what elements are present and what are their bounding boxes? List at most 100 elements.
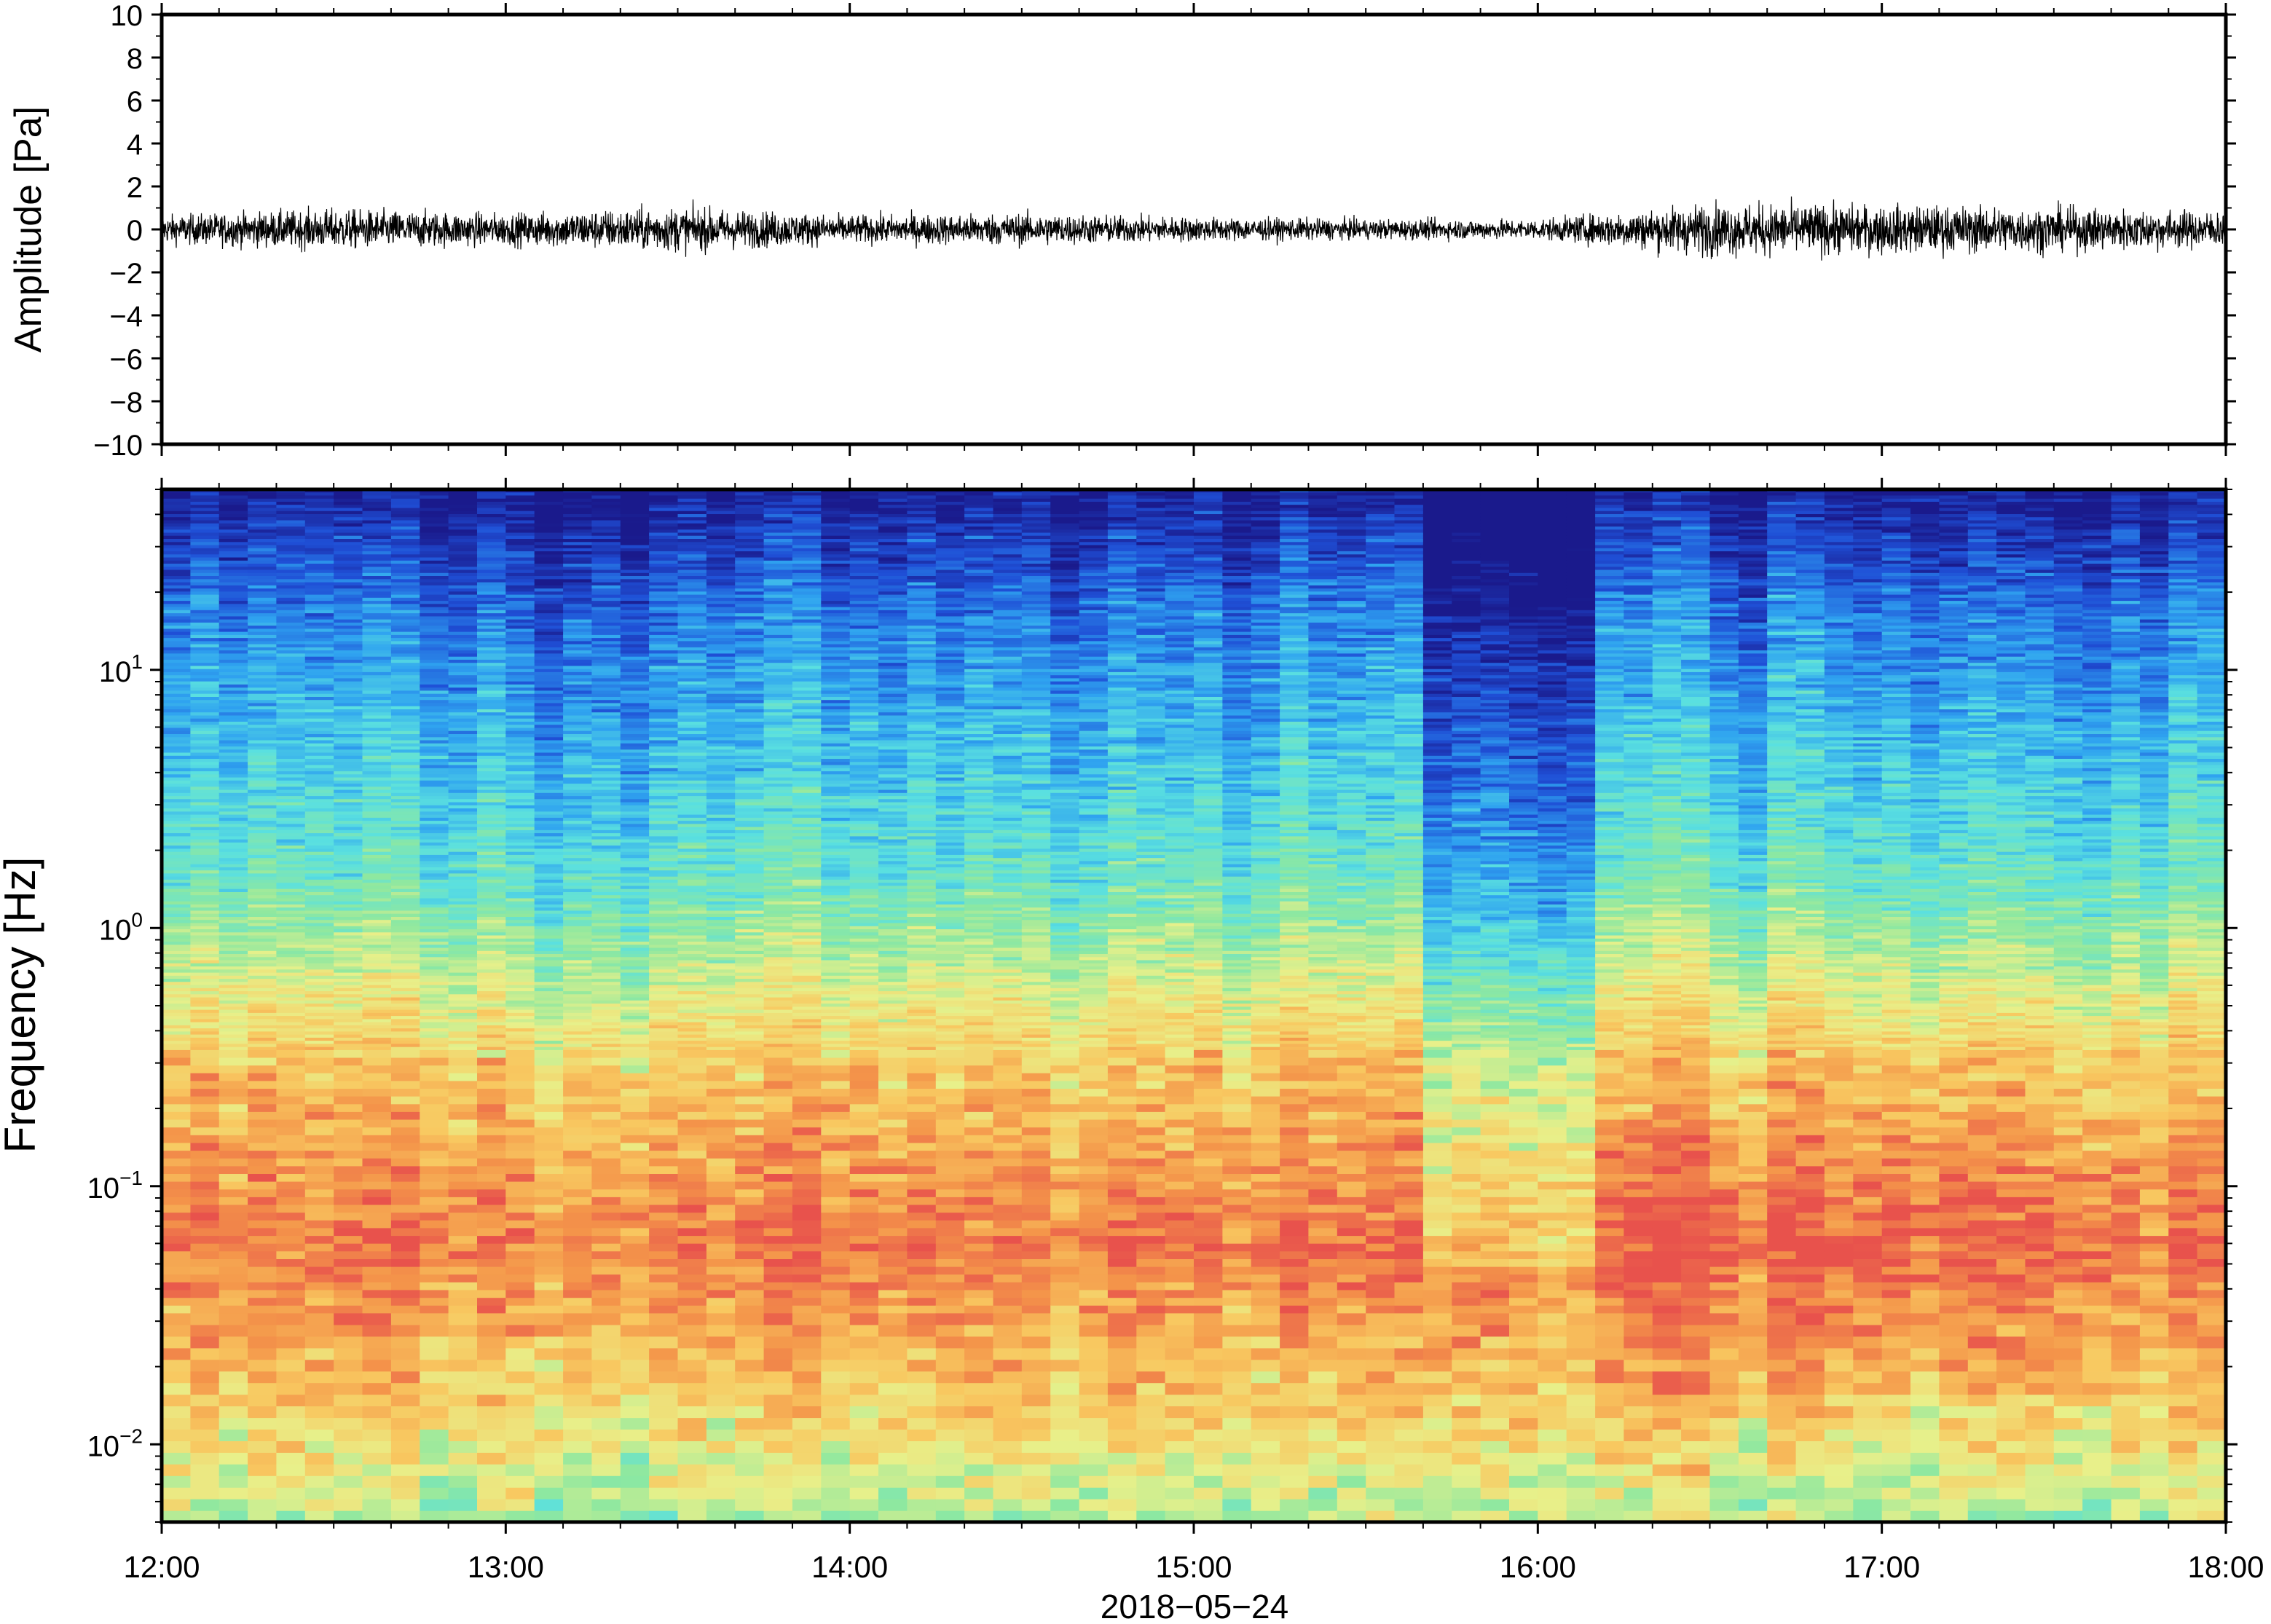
spectrogram-cell xyxy=(563,801,593,805)
spectrogram-cell xyxy=(304,938,334,942)
spectrogram-cell xyxy=(534,770,564,775)
spectrogram-cell xyxy=(219,494,248,499)
spectrogram-cell xyxy=(563,1274,593,1282)
spectrogram-cell xyxy=(505,776,535,781)
spectrogram-cell xyxy=(677,1030,707,1035)
spectrogram-cell xyxy=(477,674,506,679)
spectrogram-cell xyxy=(505,733,535,738)
spectrogram-cell xyxy=(248,1022,278,1025)
spectrogram-cell xyxy=(620,1499,650,1511)
spectrogram-cell xyxy=(390,1088,420,1097)
spectrogram-cell xyxy=(735,1034,765,1038)
spectrogram-cell xyxy=(448,665,478,669)
spectrogram-cell xyxy=(563,612,593,617)
spectrogram-cell xyxy=(248,523,278,527)
spectrogram-cell xyxy=(334,870,363,874)
spectrogram-cell xyxy=(219,615,248,620)
spectrogram-cell xyxy=(534,801,564,805)
spectrogram-cell xyxy=(477,504,506,508)
spectrogram-cell xyxy=(448,1111,478,1120)
spectrogram-cell xyxy=(563,690,593,694)
spectrogram-cell xyxy=(534,1043,564,1047)
spectrogram-cell xyxy=(420,706,449,709)
spectrogram-cell xyxy=(420,572,449,576)
spectrogram-cell xyxy=(477,1227,506,1237)
spectrogram-cell xyxy=(563,1243,593,1252)
spectrogram-cell xyxy=(620,1464,650,1476)
spectrogram-cell xyxy=(190,1181,220,1190)
spectrogram-cell xyxy=(334,606,363,610)
spectrogram-cell xyxy=(162,610,191,614)
spectrogram-cell xyxy=(190,749,220,753)
spectrogram-cell xyxy=(563,870,593,874)
spectrogram-cell xyxy=(362,640,392,645)
spectrogram-cell xyxy=(706,894,736,899)
spectrogram-cell xyxy=(362,556,392,561)
spectrogram-cell xyxy=(390,950,420,954)
spectrogram-cell xyxy=(334,634,363,639)
spectrogram-cell xyxy=(563,1096,593,1105)
spectrogram-cell xyxy=(190,1040,220,1044)
spectrogram-cell xyxy=(334,950,363,954)
spectrogram-cell xyxy=(505,966,535,970)
spectrogram-cell xyxy=(304,817,334,821)
spectrogram-cell xyxy=(248,823,278,827)
spectrogram-cell xyxy=(390,677,420,682)
spectrogram-cell xyxy=(477,882,506,886)
spectrogram-cell xyxy=(477,653,506,657)
spectrogram-cell xyxy=(477,1127,506,1135)
spectrogram-cell xyxy=(190,996,220,1001)
spectrogram-cell xyxy=(219,1012,248,1017)
spectrogram-cell xyxy=(505,631,535,635)
spectrogram-cell xyxy=(706,659,736,663)
spectrogram-cell xyxy=(534,548,564,551)
spectrogram-cell xyxy=(190,690,220,694)
spectrogram-cell xyxy=(219,854,248,859)
spectrogram-cell xyxy=(219,553,248,558)
spectrogram-cell xyxy=(620,752,650,756)
spectrogram-cell xyxy=(563,1003,593,1007)
spectrogram-cell xyxy=(390,789,420,793)
spectrogram-cell xyxy=(390,1003,420,1007)
spectrogram-cell xyxy=(420,492,449,496)
spectrogram-cell xyxy=(505,817,535,821)
spectrogram-cell xyxy=(477,768,506,772)
spectrogram-cell xyxy=(477,795,506,800)
spectrogram-cell xyxy=(677,922,707,926)
spectrogram-cell xyxy=(534,860,564,864)
spectrogram-cell xyxy=(248,712,278,716)
spectrogram-cell xyxy=(334,929,363,933)
spectrogram-cell xyxy=(477,827,506,830)
spectrogram-cell xyxy=(390,1018,420,1022)
spectrogram-cell xyxy=(362,1009,392,1013)
spectrogram-cell xyxy=(390,548,420,551)
spectrogram-cell xyxy=(706,1227,736,1237)
spectrogram-cell xyxy=(505,792,535,797)
spectrogram-cell xyxy=(162,1173,191,1182)
spectrogram-cell xyxy=(706,696,736,701)
spectrogram-cell xyxy=(448,494,478,499)
spectrogram-cell xyxy=(304,603,334,607)
spectrogram-cell xyxy=(219,981,248,985)
spectrogram-cell xyxy=(706,1034,736,1038)
spectrogram-cell xyxy=(620,993,650,998)
spectrogram-cell xyxy=(276,712,306,716)
spectrogram-cell xyxy=(477,585,506,589)
spectrogram-cell xyxy=(390,615,420,620)
spectrogram-cell xyxy=(162,768,191,772)
spectrogram-cell xyxy=(706,870,736,874)
spectrogram-cell xyxy=(763,1243,793,1252)
spectrogram-cell xyxy=(420,634,449,639)
spectrogram-cell xyxy=(505,1142,535,1151)
spectrogram-cell xyxy=(620,832,650,837)
spectrogram-cell xyxy=(448,879,478,883)
spectrogram-cell xyxy=(304,990,334,995)
spectrogram-cell xyxy=(420,743,449,746)
spectrogram-cell xyxy=(248,1212,278,1221)
spectrogram-cell xyxy=(563,944,593,948)
spectrogram-cell xyxy=(448,746,478,750)
spectrogram-cell xyxy=(477,848,506,852)
spectrogram-cell xyxy=(563,1142,593,1151)
spectrogram-cell xyxy=(477,817,506,821)
spectrogram-cell xyxy=(649,712,679,716)
